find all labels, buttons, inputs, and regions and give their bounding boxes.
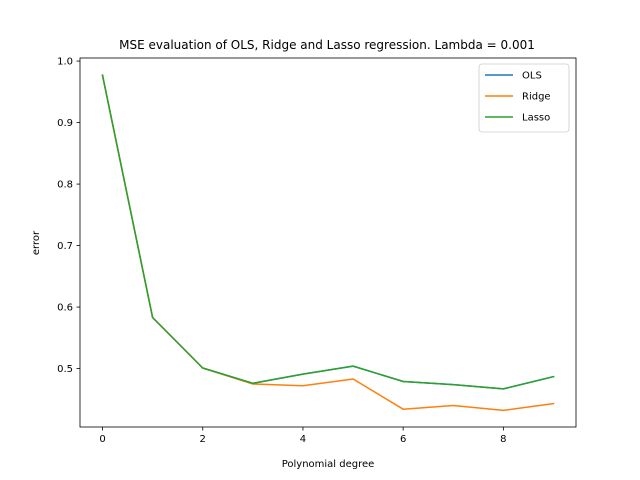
series-line-lasso xyxy=(101,74,555,390)
legend-label-ols: OLS xyxy=(522,71,542,82)
legend: OLS Ridge Lasso xyxy=(478,63,570,133)
y-tick-label: 0.8 xyxy=(57,180,73,191)
y-axis: 0.5 0.6 0.7 0.8 0.9 1.0 xyxy=(57,57,80,375)
x-tick-label: 0 xyxy=(99,434,105,445)
x-tick-label: 4 xyxy=(300,434,306,445)
chart-title: MSE evaluation of OLS, Ridge and Lasso r… xyxy=(119,38,535,52)
y-tick-label: 0.7 xyxy=(57,241,73,252)
legend-label-ridge: Ridge xyxy=(522,92,551,103)
x-tick-label: 2 xyxy=(200,434,206,445)
y-tick-label: 0.6 xyxy=(57,303,73,314)
y-tick-label: 0.5 xyxy=(57,364,73,375)
plot-area-frame xyxy=(79,57,577,428)
y-axis-label: error xyxy=(31,230,42,255)
x-axis-label: Polynomial degree xyxy=(282,459,375,470)
x-axis: 0 2 4 6 8 xyxy=(99,427,507,445)
y-tick-label: 1.0 xyxy=(57,57,73,68)
x-tick-label: 8 xyxy=(500,434,506,445)
y-tick-label: 0.9 xyxy=(57,118,73,129)
legend-box xyxy=(478,63,570,133)
legend-label-lasso: Lasso xyxy=(522,113,550,124)
x-tick-label: 6 xyxy=(400,434,406,445)
series-layer xyxy=(101,74,555,412)
